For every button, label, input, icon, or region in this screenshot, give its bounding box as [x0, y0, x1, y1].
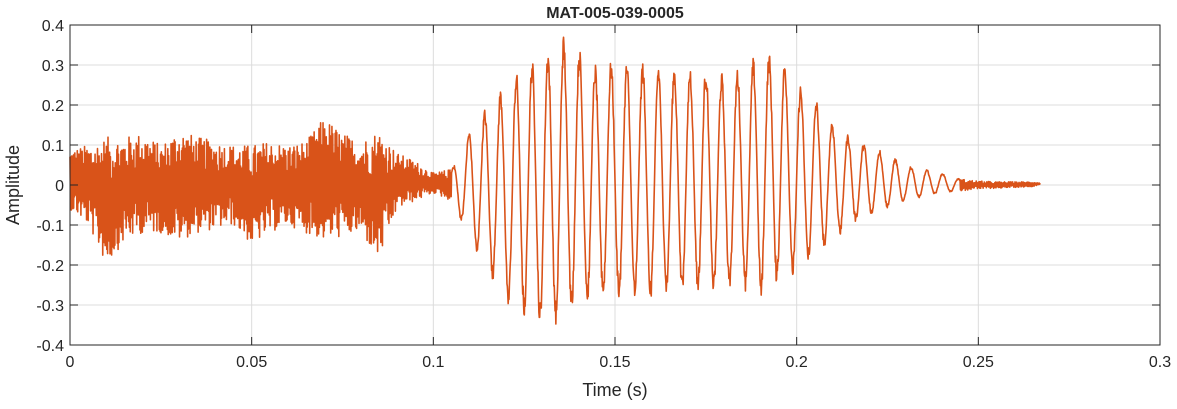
y-tick-label: -0.3 [36, 298, 64, 315]
signal-line [69, 36, 1041, 325]
x-axis-label: Time (s) [582, 380, 647, 400]
x-tick-label: 0.2 [786, 354, 808, 371]
x-tick-label: 0 [66, 354, 75, 371]
y-tick-label: 0.1 [42, 138, 64, 155]
x-tick-label: 0.3 [1149, 354, 1171, 371]
x-tick-label: 0.15 [599, 354, 630, 371]
y-tick-label: -0.1 [36, 218, 64, 235]
y-tick-label: 0.3 [42, 58, 64, 75]
x-tick-label: 0.25 [963, 354, 994, 371]
y-tick-label: 0 [55, 178, 64, 195]
y-tick-label: 0.2 [42, 98, 64, 115]
x-tick-label: 0.1 [422, 354, 444, 371]
chart-title: MAT-005-039-0005 [546, 5, 684, 22]
x-tick-label: 0.05 [236, 354, 267, 371]
y-axis-label: Amplitude [3, 145, 23, 225]
y-tick-label: 0.4 [42, 18, 64, 35]
tick-labels: 0 0.05 0.1 0.15 0.2 0.25 0.3 -0.4 -0.3 -0.2 -0.1 0 0… [36, 18, 1171, 371]
y-tick-label: -0.4 [36, 338, 64, 355]
tick-marks [69, 24, 1161, 346]
y-tick-label: -0.2 [36, 258, 64, 275]
signal-layer [69, 36, 1041, 325]
